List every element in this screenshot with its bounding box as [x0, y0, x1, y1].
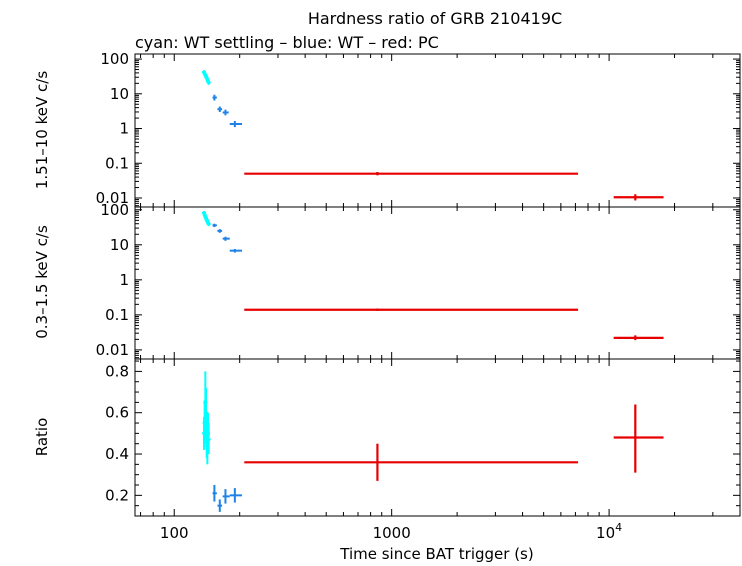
series-wt: [212, 223, 243, 253]
series-pc: [244, 404, 664, 481]
chart-subtitle: cyan: WT settling – blue: WT – red: PC: [135, 33, 439, 52]
x-tick-label: 100: [160, 524, 189, 542]
data-point: [613, 404, 664, 473]
data-point: [244, 172, 579, 176]
y-tick-label: 0.2: [105, 486, 129, 504]
data-point: [613, 194, 664, 201]
data-point: [222, 236, 230, 241]
y-tick-label: 0.4: [105, 445, 129, 463]
data-point: [217, 229, 223, 233]
y-tick-label: 100: [100, 201, 129, 219]
data-point: [212, 223, 217, 228]
data-point: [217, 106, 223, 112]
data-point: [244, 443, 579, 481]
panel-frame-ratio: [134, 358, 741, 517]
data-point: [222, 489, 230, 504]
series-pc: [244, 172, 664, 201]
panel-ratio: 0.8 0.6 0.4 0.2 Ratio: [33, 358, 741, 517]
series-wt-settling: [201, 211, 211, 227]
series-pc: [244, 308, 664, 341]
y-tick-label: 10: [110, 85, 129, 103]
series-wt: [212, 485, 243, 512]
x-tick-exponent: 4: [615, 521, 622, 534]
y-tick-label: 0.1: [105, 154, 129, 172]
y-axis-label-ratio: Ratio: [33, 418, 51, 457]
data-point: [212, 485, 217, 502]
y-axis-label-hard: 1.51–10 keV c/s: [33, 71, 51, 189]
y-axis-label-soft: 0.3–1.5 keV c/s: [33, 225, 51, 339]
y-tick-label: 0.8: [105, 362, 129, 380]
y-tick-label: 10: [110, 236, 129, 254]
panel-frame-hard: [134, 53, 741, 208]
data-point: [229, 248, 243, 253]
y-tick-label: 1: [119, 271, 129, 289]
plot-layer: 100 10 1 0.1 0.01 1.51–10 keV c/s 100 10 1 0.1 0.0…: [33, 50, 741, 542]
data-point: [206, 80, 211, 85]
series-wt-settling: [201, 70, 211, 85]
data-point: [206, 423, 211, 455]
data-point: [217, 499, 223, 512]
y-tick-label: 0.01: [96, 189, 129, 207]
y-tick-label: 0.1: [105, 306, 129, 324]
panel-frame-soft: [134, 206, 741, 360]
x-axis-label: Time since BAT trigger (s): [339, 545, 533, 563]
data-point: [613, 335, 664, 341]
y-tick-label: 100: [100, 50, 129, 68]
data-point: [244, 308, 579, 311]
x-tick-label: 104: [596, 521, 622, 542]
y-tick-label: 0.01: [96, 341, 129, 359]
data-point: [206, 222, 211, 227]
x-tick-label: 1000: [373, 524, 411, 542]
y-tick-label: 0.6: [105, 404, 129, 422]
data-point: [212, 94, 217, 101]
data-point: [229, 120, 243, 128]
panel-hard: 100 10 1 0.1 0.01 1.51–10 keV c/s: [33, 50, 741, 208]
data-point: [222, 109, 229, 116]
series-wt-settling: [201, 371, 211, 465]
y-tick-label: 1: [119, 120, 129, 138]
data-point: [229, 488, 243, 503]
panel-soft: 100 10 1 0.1 0.01 0.3–1.5 keV c/s: [33, 201, 741, 360]
chart-title: Hardness ratio of GRB 210419C: [308, 9, 562, 28]
series-wt: [212, 94, 243, 128]
